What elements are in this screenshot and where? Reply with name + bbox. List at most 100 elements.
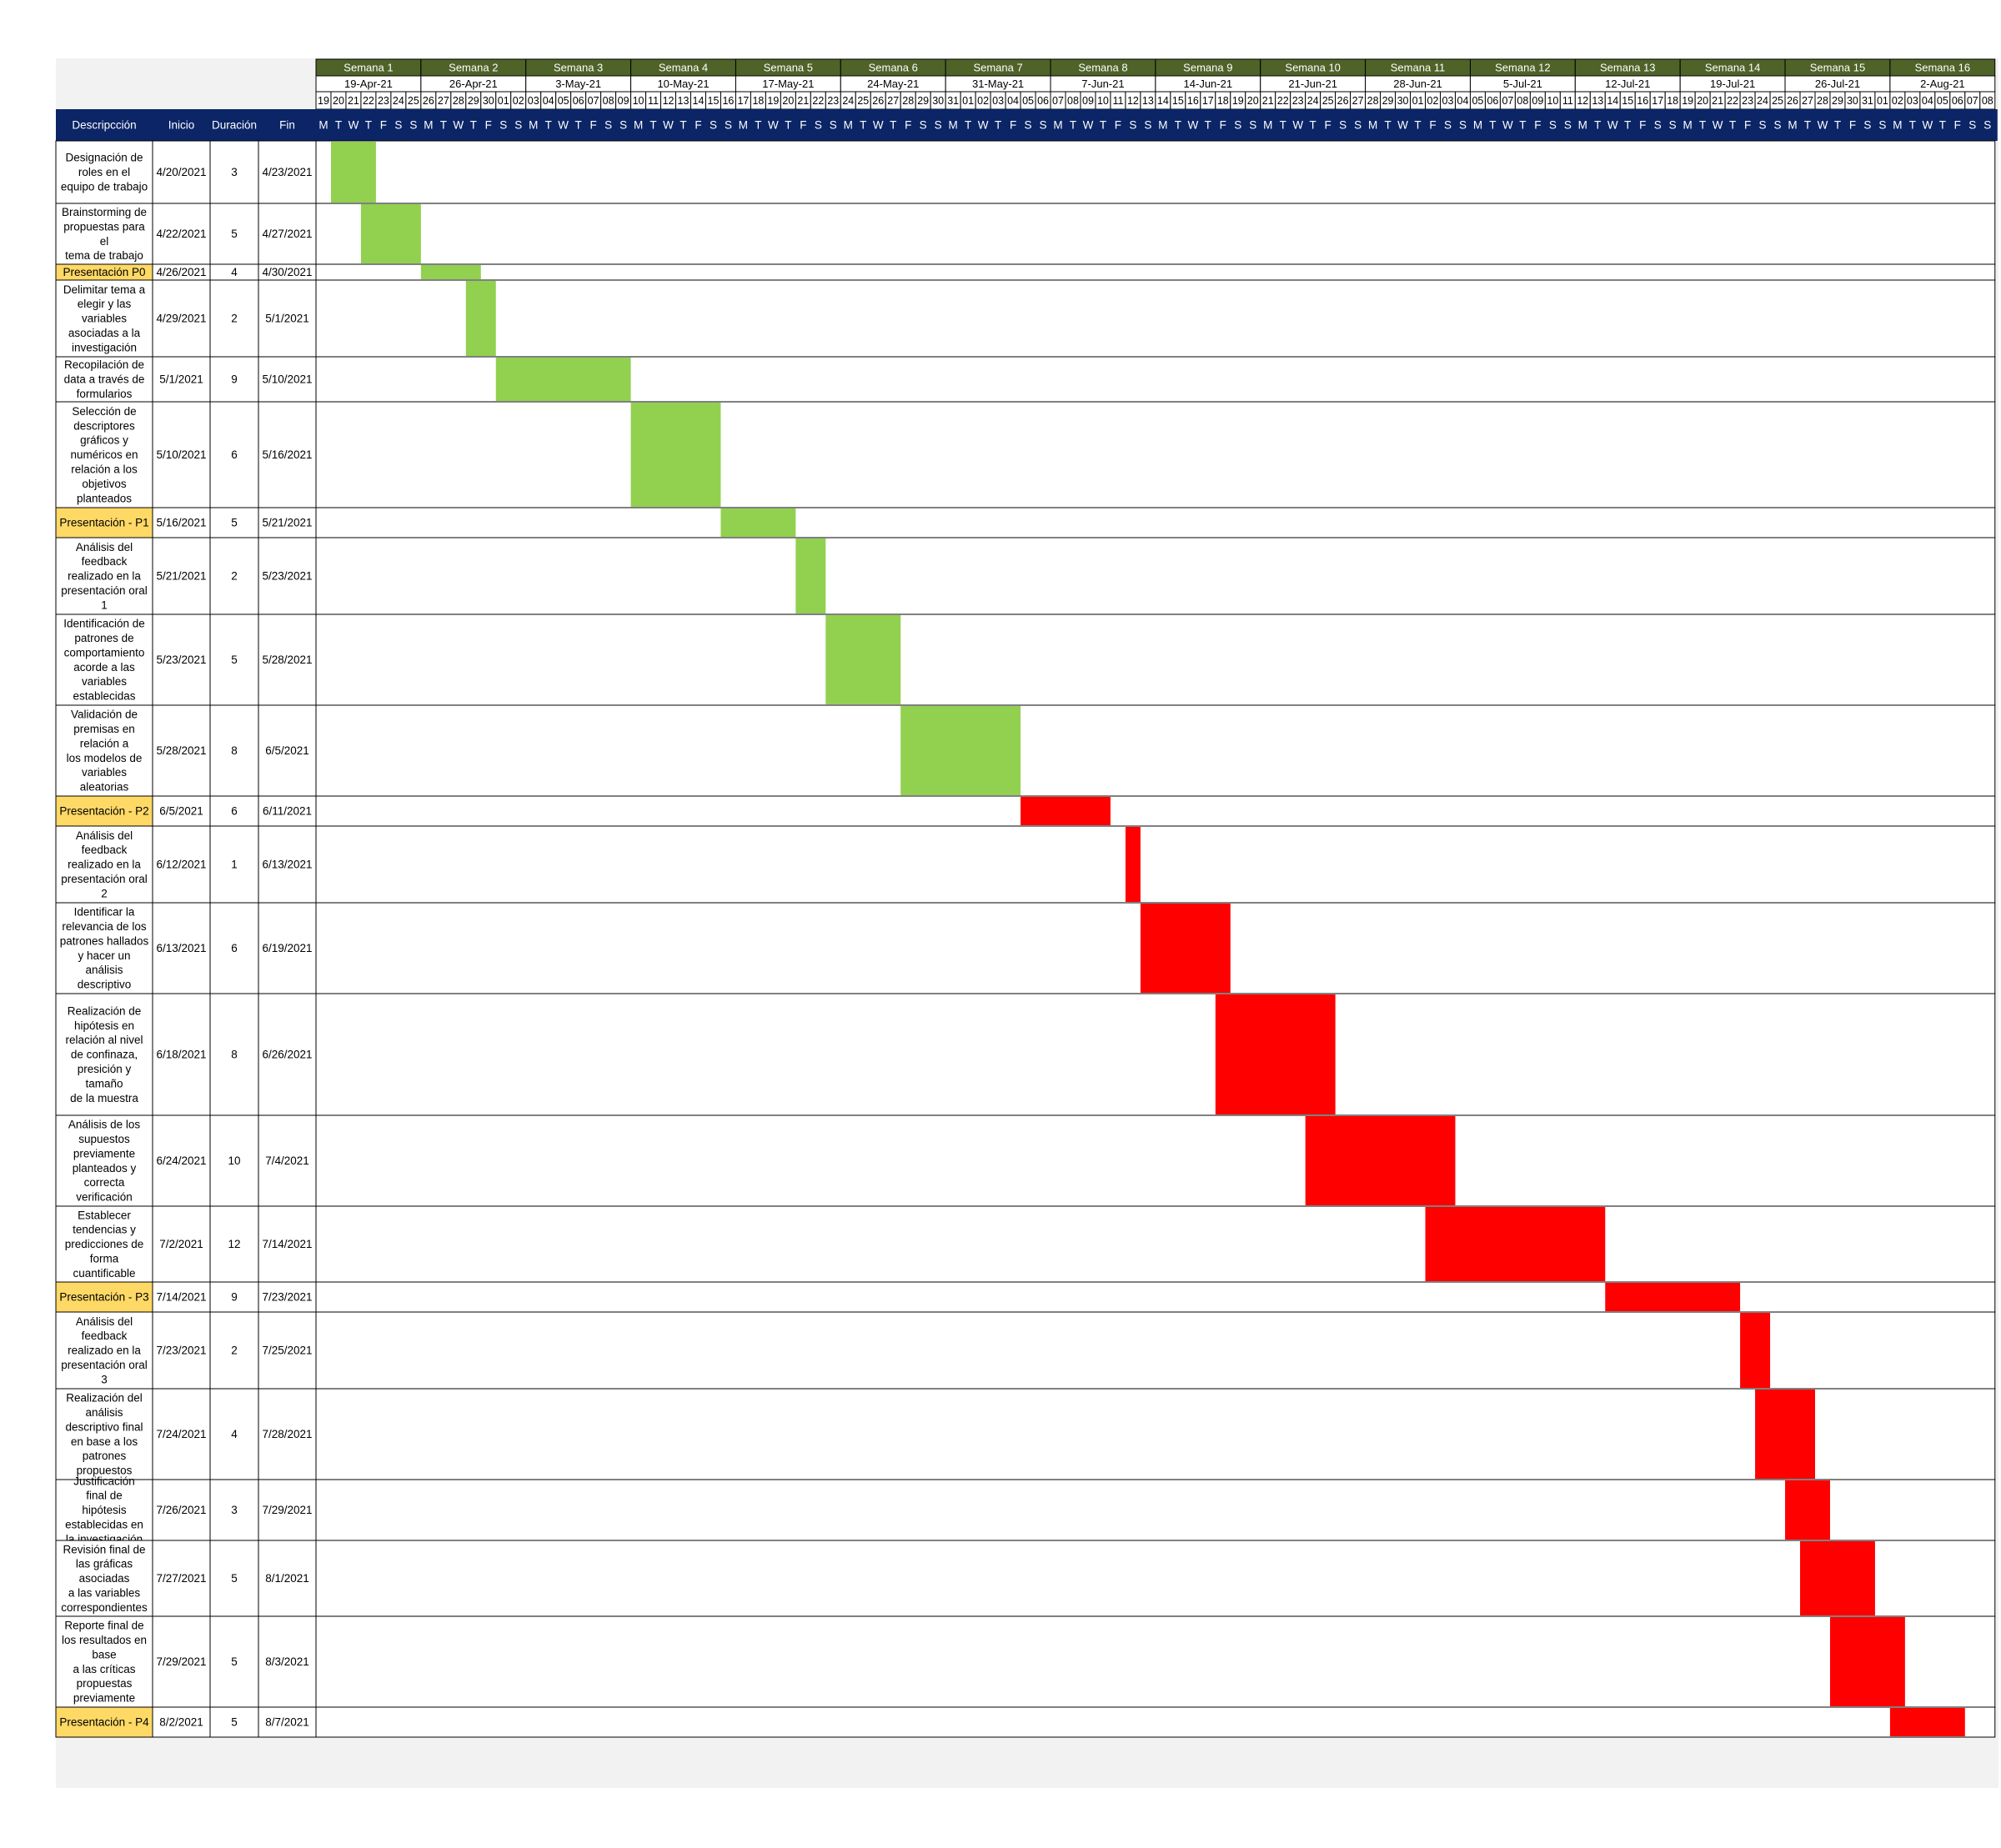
- weekday-letter: S: [1759, 119, 1767, 132]
- week-date-label: 14-Jun-21: [1184, 78, 1233, 90]
- weekday-letter: S: [514, 119, 522, 132]
- task-description-line: numéricos en: [70, 448, 138, 461]
- day-number-label: 19: [767, 95, 779, 107]
- task-description-line: las gráficas: [76, 1558, 133, 1570]
- weekday-letter: M: [318, 119, 328, 132]
- task-start-date: 4/29/2021: [156, 313, 206, 325]
- task-description-line: Presentación - P4: [59, 1716, 149, 1729]
- task-cell: [258, 825, 317, 904]
- week-label: Semana 16: [1915, 61, 1971, 73]
- gantt-bar: [330, 142, 376, 203]
- day-number-label: 15: [708, 95, 720, 107]
- weekday-letter: T: [1909, 119, 1916, 132]
- weekday-letter: T: [1100, 119, 1106, 132]
- task-description-line: variables: [82, 766, 127, 779]
- task-end-date: 6/5/2021: [265, 744, 309, 757]
- task-end-date: 6/19/2021: [262, 942, 312, 954]
- task-duration: 8: [231, 744, 238, 757]
- task-description-line: propuestos: [77, 1465, 133, 1477]
- week-label: Semana 12: [1495, 61, 1551, 73]
- day-number-label: 22: [1727, 95, 1738, 107]
- day-number-label: 11: [1112, 95, 1123, 107]
- task-description-line: propuestas para: [63, 220, 145, 233]
- day-number-label: 18: [1667, 95, 1678, 107]
- week-date-label: 21-Jun-21: [1288, 78, 1337, 90]
- weekday-letter: S: [1025, 119, 1032, 132]
- task-description-line: relación a los: [71, 463, 138, 475]
- gantt-bar: [420, 265, 481, 279]
- day-number-label: 28: [1817, 95, 1828, 107]
- task-cell: [209, 1114, 259, 1207]
- task-end-date: 8/3/2021: [265, 1655, 309, 1668]
- day-number-label: 03: [992, 95, 1004, 107]
- task-end-date: 5/23/2021: [262, 570, 312, 583]
- day-number-label: 07: [1967, 95, 1978, 107]
- day-number-label: 20: [1247, 95, 1259, 107]
- weekday-letter: T: [1384, 119, 1391, 132]
- task-description-line: variables: [82, 313, 127, 325]
- task-description-line: relevancia de los: [62, 920, 147, 933]
- weekday-letter: S: [1249, 119, 1256, 132]
- task-start-date: 7/14/2021: [156, 1291, 206, 1304]
- task-description-line: tema de trabajo: [65, 249, 143, 262]
- weekday-letter: M: [1578, 119, 1587, 132]
- task-description-line: los resultados en: [62, 1634, 147, 1646]
- weekday-letter: S: [1983, 119, 1991, 132]
- week-label: Semana 11: [1391, 61, 1446, 73]
- task-end-date: 7/29/2021: [262, 1504, 312, 1516]
- week-date-label: 12-Jul-21: [1605, 78, 1650, 90]
- day-number-label: 26: [872, 95, 884, 107]
- day-number-label: 17: [1202, 95, 1214, 107]
- weekday-letter: S: [1549, 119, 1557, 132]
- day-number-label: 06: [1037, 95, 1049, 107]
- weekday-letter: F: [590, 119, 597, 132]
- task-description-line: Justificación: [73, 1475, 135, 1487]
- task-cell: [152, 507, 211, 538]
- day-number-label: 19: [1232, 95, 1244, 107]
- task-description-line: descriptivo: [78, 979, 132, 991]
- header-description: Descripcción: [72, 119, 136, 132]
- week-label: Semana 5: [764, 61, 813, 73]
- day-number-label: 11: [1562, 95, 1573, 107]
- task-description-cell: [55, 993, 153, 1116]
- task-description-cell: [55, 279, 153, 358]
- task-duration: 1: [231, 859, 238, 871]
- task-description-line: realizado en la: [68, 1345, 141, 1357]
- task-description-line: presentación oral: [61, 873, 148, 885]
- day-number-label: 02: [1427, 95, 1439, 107]
- task-description-line: Establecer: [78, 1209, 131, 1221]
- day-number-label: 12: [663, 95, 675, 107]
- weekday-letter: S: [725, 119, 732, 132]
- gantt-bar: [1140, 904, 1231, 993]
- task-cell: [209, 401, 259, 508]
- task-description-line: Delimitar tema a: [63, 283, 146, 296]
- weekday-letter: T: [1280, 119, 1286, 132]
- task-description-line: hipótesis en: [74, 1019, 134, 1032]
- week-label: Semana 13: [1600, 61, 1656, 73]
- task-cell: [315, 1311, 1996, 1390]
- task-description-line: los modelos de: [67, 752, 143, 764]
- task-cell: [152, 203, 211, 265]
- weekday-letter: W: [1607, 119, 1618, 132]
- task-description-line: establecidas en: [65, 1518, 143, 1530]
- task-cell: [315, 1706, 1996, 1738]
- task-duration: 2: [231, 313, 238, 325]
- task-cell: [152, 1479, 211, 1541]
- header-start: Inicio: [168, 119, 195, 132]
- week-label: Semana 9: [1183, 61, 1232, 73]
- task-cell: [315, 279, 1996, 358]
- task-end-date: 8/1/2021: [265, 1572, 309, 1585]
- task-cell: [315, 825, 1996, 904]
- weekday-letter: S: [499, 119, 507, 132]
- task-cell: [315, 1540, 1996, 1617]
- task-duration: 6: [231, 448, 238, 461]
- task-description-line: Análisis del: [76, 1315, 133, 1328]
- weekday-letter: T: [1175, 119, 1181, 132]
- task-duration: 8: [231, 1049, 238, 1061]
- weekday-letter: T: [785, 119, 791, 132]
- day-number-label: 02: [977, 95, 989, 107]
- weekday-letter: S: [1669, 119, 1677, 132]
- day-number-label: 23: [1742, 95, 1753, 107]
- week-label: Semana 6: [869, 61, 918, 73]
- day-number-label: 28: [902, 95, 914, 107]
